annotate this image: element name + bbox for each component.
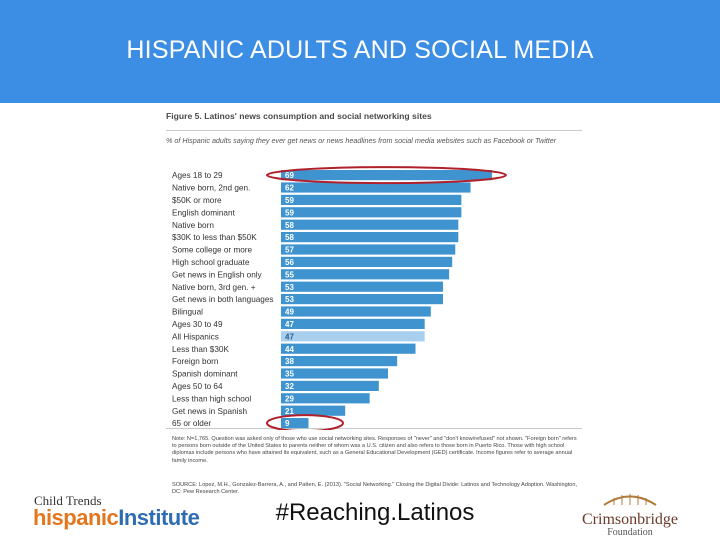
logo-institute-word: Institute <box>118 505 200 530</box>
value-label: 44 <box>285 345 294 354</box>
highlight-circle <box>266 166 507 185</box>
category-label: Get news in both languages <box>172 295 274 304</box>
bar <box>281 207 462 218</box>
category-label: Native born <box>172 221 214 230</box>
bar <box>281 170 492 181</box>
category-label: English dominant <box>172 208 236 217</box>
note-divider <box>166 428 582 429</box>
figure-source: SOURCE: Lopez, M.H., Gonzalez-Barrera, A… <box>172 482 578 496</box>
value-label: 58 <box>285 233 294 242</box>
category-label: Get news in English only <box>172 270 263 279</box>
value-label: 47 <box>285 320 294 329</box>
hispanic-institute-logo: hispanicInstitute <box>33 505 200 531</box>
bar <box>281 380 379 391</box>
category-label: Less than $30K <box>172 345 229 354</box>
value-label: 47 <box>285 332 294 341</box>
value-label: 29 <box>285 394 294 403</box>
value-label: 53 <box>285 295 294 304</box>
value-label: 32 <box>285 382 294 391</box>
value-label: 9 <box>285 419 290 428</box>
value-label: 55 <box>285 270 294 279</box>
bar <box>281 182 471 193</box>
value-label: 53 <box>285 283 294 292</box>
bar <box>281 306 431 317</box>
category-label: $30K to less than $50K <box>172 233 257 242</box>
bar <box>281 294 444 305</box>
bar <box>281 331 425 342</box>
figure-note: Note: N=1,765. Question was asked only o… <box>172 436 577 464</box>
crimsonbridge-arch-icon <box>603 494 657 506</box>
value-label: 57 <box>285 246 294 255</box>
category-label: Foreign born <box>172 357 219 366</box>
value-label: 35 <box>285 370 294 379</box>
value-label: 58 <box>285 221 294 230</box>
bar <box>281 269 450 280</box>
bar <box>281 318 425 329</box>
bar <box>281 194 462 205</box>
category-label: High school graduate <box>172 258 250 267</box>
bar <box>281 405 346 416</box>
category-label: Less than high school <box>172 394 251 403</box>
slide-title: HISPANIC ADULTS AND SOCIAL MEDIA <box>126 36 594 64</box>
category-label: Native born, 2nd gen. <box>172 184 250 193</box>
category-label: Get news in Spanish <box>172 407 248 416</box>
child-trends-logo-text: Child Trends <box>34 493 102 508</box>
bar-chart: Ages 18 to 29 69 Native born, 2nd gen. 62 $5… <box>172 166 507 430</box>
bar <box>281 393 370 404</box>
category-label: Ages 18 to 29 <box>172 171 223 180</box>
value-label: 59 <box>285 196 294 205</box>
title-banner: HISPANIC ADULTS AND SOCIAL MEDIA <box>0 0 720 103</box>
crimsonbridge-logo: Crimsonbridge Foundation <box>570 492 690 538</box>
bar <box>281 281 444 292</box>
hashtag: #Reaching.Latinos <box>275 499 475 526</box>
value-label: 49 <box>285 308 294 317</box>
category-label: Some college or more <box>172 246 253 255</box>
figure-subtitle: % of Hispanic adults saying they ever ge… <box>166 136 557 145</box>
category-label: Spanish dominant <box>172 370 238 379</box>
value-label: 59 <box>285 208 294 217</box>
title-divider <box>166 130 582 131</box>
value-label: 21 <box>285 407 294 416</box>
bar <box>281 219 459 230</box>
value-label: 56 <box>285 258 294 267</box>
category-label: Bilingual <box>172 308 203 317</box>
crimsonbridge-foundation: Foundation <box>607 527 653 538</box>
logo-hispanic-word: hispanic <box>33 505 119 530</box>
bar <box>281 232 459 243</box>
category-label: Ages 50 to 64 <box>172 382 223 391</box>
bar <box>281 368 388 379</box>
bar <box>281 343 416 354</box>
category-label: Ages 30 to 49 <box>172 320 223 329</box>
bar <box>281 356 398 367</box>
bar <box>281 418 309 429</box>
category-label: $50K or more <box>172 196 222 205</box>
category-label: 65 or older <box>172 419 211 428</box>
crimsonbridge-name: Crimsonbridge <box>582 511 678 528</box>
bar <box>281 244 456 255</box>
highlight-circle <box>266 414 344 430</box>
value-label: 38 <box>285 357 294 366</box>
bar <box>281 256 453 267</box>
value-label: 69 <box>285 171 294 180</box>
value-label: 62 <box>285 184 294 193</box>
category-label: All Hispanics <box>172 332 219 341</box>
category-label: Native born, 3rd gen. + <box>172 283 256 292</box>
figure-title: Figure 5. Latinos' news consumption and … <box>166 111 432 121</box>
